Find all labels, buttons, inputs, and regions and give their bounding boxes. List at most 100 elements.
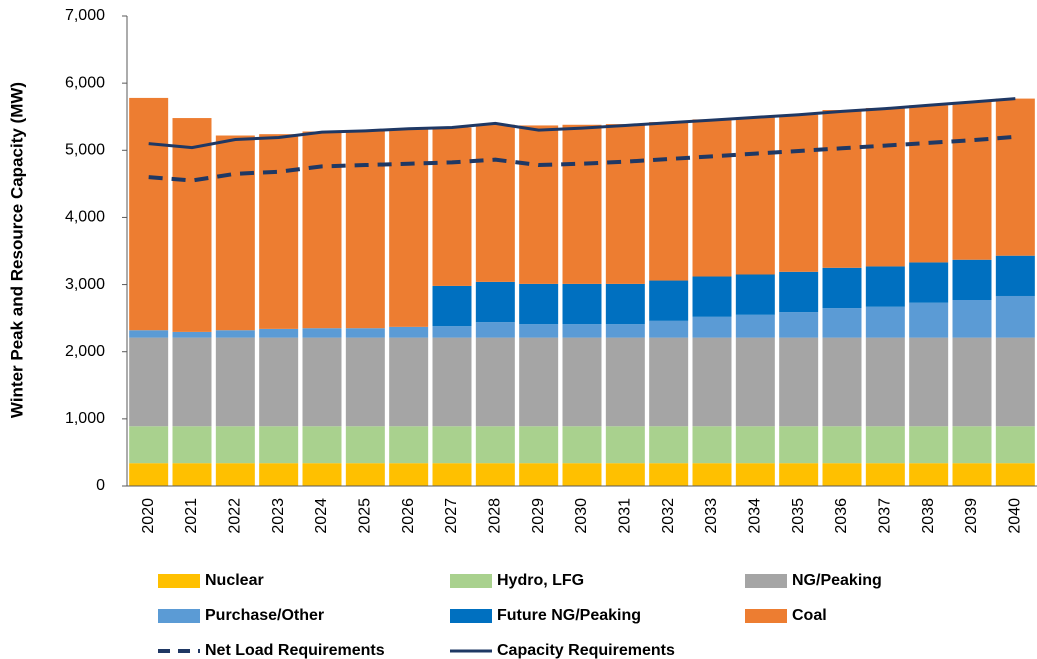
y-tick-label: 2,000: [65, 343, 105, 360]
legend-swatch: [450, 574, 492, 588]
bar-segment: [475, 337, 515, 427]
bar-segment: [649, 463, 689, 486]
bar-segment: [129, 330, 169, 338]
bar-segment: [562, 426, 602, 464]
bar-segment: [822, 110, 862, 268]
x-tick-label: 2025: [357, 498, 374, 534]
x-tick-label: 2029: [530, 498, 547, 534]
bar-segment: [692, 119, 732, 277]
x-tick-label: 2023: [270, 498, 287, 534]
bar-segment: [909, 426, 949, 464]
x-tick-label: 2032: [660, 498, 677, 534]
bar-segment: [605, 283, 645, 325]
bar-segment: [995, 98, 1035, 256]
x-tick-label: 2039: [963, 498, 980, 534]
bar-segment: [649, 426, 689, 464]
y-tick-label: 0: [96, 477, 105, 494]
bar-segment: [952, 426, 992, 464]
bar-segment: [649, 337, 689, 427]
legend-swatch: [450, 609, 492, 623]
bar-segment: [822, 463, 862, 486]
bar-segment: [259, 134, 299, 329]
bar-segment: [562, 283, 602, 325]
y-axis-title: Winter Peak and Resource Capacity (MW): [7, 82, 26, 418]
bar-segment: [302, 131, 342, 329]
y-tick-label: 6,000: [65, 74, 105, 91]
bar-segment: [302, 328, 342, 338]
bar-segment: [302, 463, 342, 486]
bar-segment: [562, 124, 602, 284]
bar-segment: [519, 426, 559, 464]
x-tick-label: 2026: [400, 498, 417, 534]
legend-label: Nuclear: [205, 572, 264, 589]
bar-segment: [995, 426, 1035, 464]
bar-segment: [259, 426, 299, 464]
bar-segment: [215, 463, 255, 486]
x-tick-label: 2035: [790, 498, 807, 534]
bar-segment: [909, 463, 949, 486]
bar-segment: [129, 426, 169, 464]
bar-segment: [129, 337, 169, 427]
bar-segment: [345, 426, 385, 464]
bar-segment: [389, 326, 429, 338]
bar-segment: [735, 274, 775, 315]
bar-segment: [822, 308, 862, 338]
bar-segment: [865, 426, 905, 464]
bar-segment: [215, 330, 255, 338]
bar-segment: [345, 337, 385, 427]
legend-swatch: [745, 574, 787, 588]
bar-segment: [779, 312, 819, 338]
x-tick-label: 2027: [443, 498, 460, 534]
bar-segment: [952, 259, 992, 301]
y-tick-label: 4,000: [65, 209, 105, 226]
y-tick-label: 3,000: [65, 276, 105, 293]
bar-segment: [389, 426, 429, 464]
x-tick-label: 2038: [920, 498, 937, 534]
x-tick-label: 2036: [833, 498, 850, 534]
bar-segment: [692, 276, 732, 317]
bar-segment: [562, 337, 602, 427]
bar-segment: [865, 463, 905, 486]
bar-segment: [562, 324, 602, 338]
bar-segment: [172, 337, 212, 427]
bar-segment: [129, 97, 169, 331]
x-tick-label: 2033: [703, 498, 720, 534]
legend-label: Capacity Requirements: [497, 642, 675, 659]
x-tick-label: 2031: [617, 498, 634, 534]
bar-segment: [432, 463, 472, 486]
bar-segment: [692, 316, 732, 338]
bar-segment: [649, 320, 689, 338]
bar-segment: [649, 280, 689, 321]
legend-label: Coal: [792, 607, 827, 624]
bar-segment: [172, 331, 212, 338]
bar-segment: [432, 127, 472, 286]
bar-segment: [995, 463, 1035, 486]
bar-segment: [259, 463, 299, 486]
bar-segment: [865, 107, 905, 267]
bar-segment: [605, 324, 645, 338]
legend-label: Purchase/Other: [205, 607, 324, 624]
bar-segment: [432, 285, 472, 327]
legend-label: Hydro, LFG: [497, 572, 584, 589]
bar-segment: [519, 337, 559, 427]
bar-segment: [519, 463, 559, 486]
bar-segment: [519, 125, 559, 284]
y-tick-label: 7,000: [65, 7, 105, 24]
bar-segment: [172, 426, 212, 464]
line: [148, 134, 1016, 183]
bar-segment: [215, 135, 255, 331]
bar-segment: [822, 337, 862, 427]
bar-segment: [475, 322, 515, 338]
bar-segment: [605, 463, 645, 486]
bar-segment: [475, 124, 515, 282]
bar-segment: [129, 463, 169, 486]
legend-swatch: [158, 574, 200, 588]
bar-segment: [562, 463, 602, 486]
x-tick-label: 2020: [140, 498, 157, 534]
y-tick-label: 1,000: [65, 410, 105, 427]
bar-segment: [605, 426, 645, 464]
bar-segment: [865, 306, 905, 338]
bar-segment: [475, 426, 515, 464]
bar-segment: [649, 122, 689, 281]
